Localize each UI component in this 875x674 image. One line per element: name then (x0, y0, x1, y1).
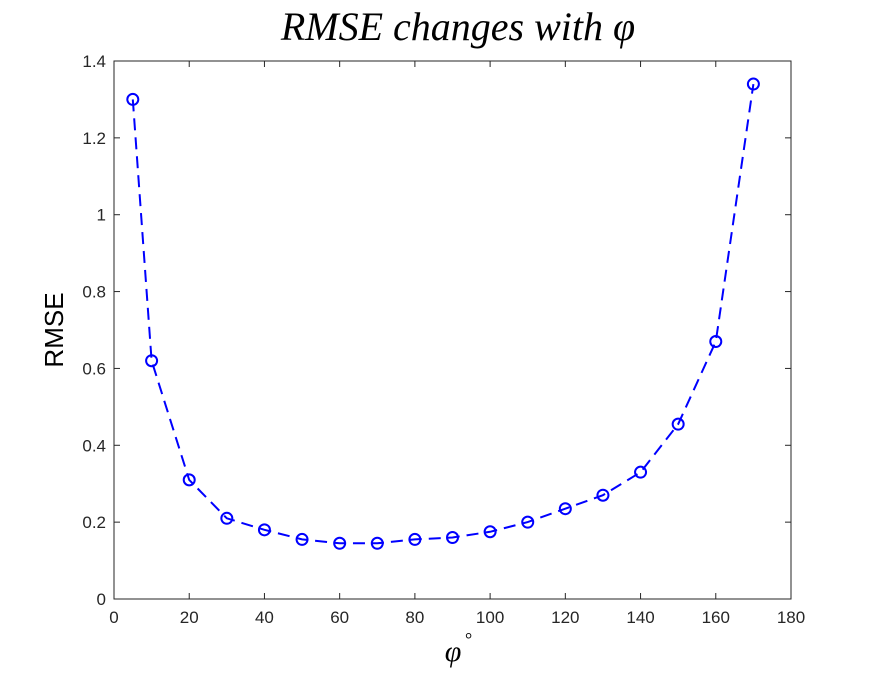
x-tick-label: 80 (405, 608, 424, 627)
y-tick-label: 0.2 (82, 513, 106, 532)
x-tick-label: 0 (109, 608, 118, 627)
data-point (671, 417, 685, 431)
x-tick-label: 120 (551, 608, 579, 627)
axis-ticks: 0 20 40 60 80 100 120 140 160 180 0 0.2 0.4 0.6 0.8 1 1.… (82, 52, 805, 627)
data-point (126, 92, 140, 106)
data-point (483, 525, 497, 539)
data-point (220, 511, 234, 525)
data-point (370, 536, 384, 550)
data-point (408, 532, 422, 546)
plot-area (113, 60, 792, 600)
data-point (521, 515, 535, 529)
x-tick-label: 60 (330, 608, 349, 627)
data-point (634, 465, 648, 479)
data-point (746, 77, 760, 91)
y-tick-label: 0.6 (82, 359, 106, 378)
x-tick-label: 20 (180, 608, 199, 627)
data-point (446, 531, 459, 545)
x-tick-label: 40 (255, 608, 274, 627)
y-tick-label: 1 (97, 206, 106, 225)
x-axis-label-degree: ° (465, 629, 472, 649)
x-tick-label: 100 (476, 608, 504, 627)
x-tick-label: 140 (626, 608, 654, 627)
series-line (131, 83, 755, 545)
x-axis-label: φ (445, 635, 462, 668)
data-point (257, 523, 271, 537)
data-point (709, 335, 723, 349)
data-point (558, 502, 572, 516)
y-tick-label: 0.8 (82, 283, 106, 302)
x-tick-label: 160 (702, 608, 730, 627)
y-tick-label: 0.4 (82, 436, 106, 455)
x-tick-label: 180 (777, 608, 805, 627)
y-axis-label: RMSE (39, 292, 69, 367)
data-point (295, 532, 309, 546)
y-tick-label: 0 (97, 590, 106, 609)
data-point (596, 488, 610, 502)
chart-title: RMSE changes with φ (280, 4, 635, 49)
y-tick-label: 1.2 (82, 129, 106, 148)
data-point (182, 473, 196, 487)
data-point (145, 354, 159, 368)
data-point (333, 536, 347, 550)
data-series (126, 77, 760, 550)
y-tick-label: 1.4 (82, 52, 106, 71)
